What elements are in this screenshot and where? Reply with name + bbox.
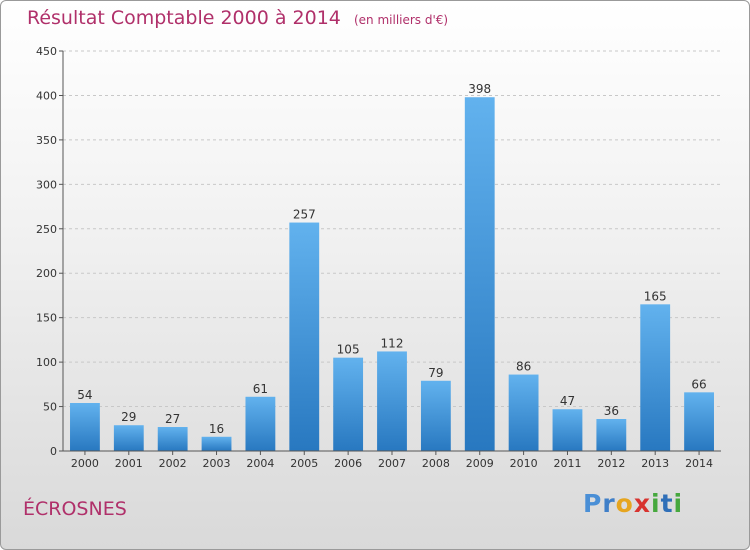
- bar-2014: [684, 392, 714, 451]
- x-tick-label: 2014: [685, 457, 713, 470]
- bar-2011: [552, 409, 583, 451]
- bar-2003: [201, 436, 232, 451]
- logo-letter: i: [651, 489, 661, 518]
- chart-unit: (en milliers d'€): [353, 13, 449, 27]
- bar-2004: [245, 396, 276, 451]
- bar-2012: [596, 419, 627, 451]
- bar-value-label: 36: [604, 404, 619, 418]
- y-tick-label: 450: [36, 45, 57, 58]
- bar-value-label: 79: [428, 366, 443, 380]
- y-tick-label: 0: [50, 445, 57, 458]
- bar-value-label: 61: [253, 382, 268, 396]
- y-tick-label: 300: [36, 178, 57, 191]
- bar-value-label: 86: [516, 360, 531, 374]
- x-tick-label: 2000: [71, 457, 99, 470]
- bar-2009: [464, 97, 495, 451]
- bar-value-label: 16: [209, 422, 224, 436]
- bar-value-label: 54: [77, 388, 92, 402]
- bar-value-label: 29: [121, 410, 136, 424]
- bar-2008: [420, 380, 451, 451]
- x-tick-label: 2010: [510, 457, 538, 470]
- bar-2002: [157, 427, 188, 451]
- bar-value-label: 27: [165, 412, 180, 426]
- bar-value-label: 47: [560, 394, 575, 408]
- commune-name: ÉCROSNES: [23, 498, 127, 520]
- bar-2013: [640, 304, 671, 451]
- x-tick-label: 2013: [641, 457, 669, 470]
- bar-2006: [333, 357, 364, 451]
- bar-2007: [377, 351, 407, 451]
- x-tick-label: 2008: [422, 457, 450, 470]
- proxiti-logo: Proxiti: [583, 489, 683, 518]
- x-tick-label: 2004: [246, 457, 274, 470]
- bar-value-label: 165: [644, 289, 667, 303]
- chart-title: Résultat Comptable 2000 à 2014: [27, 7, 341, 29]
- bar-2005: [289, 222, 320, 451]
- x-tick-label: 2007: [378, 457, 406, 470]
- bar-2000: [70, 403, 100, 451]
- y-tick-label: 250: [36, 223, 57, 236]
- bar-value-label: 105: [337, 343, 360, 357]
- x-tick-label: 2006: [334, 457, 362, 470]
- bar-value-label: 66: [691, 377, 706, 391]
- y-tick-label: 350: [36, 134, 57, 147]
- logo-letter: P: [583, 489, 603, 518]
- x-tick-label: 2011: [553, 457, 581, 470]
- logo-letter: t: [660, 489, 674, 518]
- bar-value-label: 257: [293, 208, 316, 222]
- x-tick-label: 2001: [115, 457, 143, 470]
- bar-chart: 54 29 27 16 61 257 105 112 79 398 86 47 36 165 66 0 50 1…: [36, 45, 721, 470]
- x-tick-label: 2009: [466, 457, 494, 470]
- logo-letter: r: [602, 489, 616, 518]
- x-tick-label: 2012: [597, 457, 625, 470]
- y-tick-label: 50: [43, 401, 57, 414]
- y-tick-label: 150: [36, 312, 57, 325]
- logo-letter: o: [615, 489, 634, 518]
- chart-title-block: Résultat Comptable 2000 à 2014 (en milli…: [27, 7, 448, 29]
- x-tick-label: 2005: [290, 457, 318, 470]
- bar-value-label: 112: [381, 336, 404, 350]
- bar-2001: [113, 425, 144, 451]
- y-tick-label: 100: [36, 356, 57, 369]
- logo-letter: i: [673, 489, 684, 518]
- logo-letter: x: [633, 489, 651, 518]
- y-tick-label: 200: [36, 267, 57, 280]
- bar-value-label: 398: [468, 82, 491, 96]
- x-tick-label: 2003: [203, 457, 231, 470]
- x-tick-label: 2002: [159, 457, 187, 470]
- y-tick-label: 400: [36, 89, 57, 102]
- bar-2010: [508, 374, 539, 451]
